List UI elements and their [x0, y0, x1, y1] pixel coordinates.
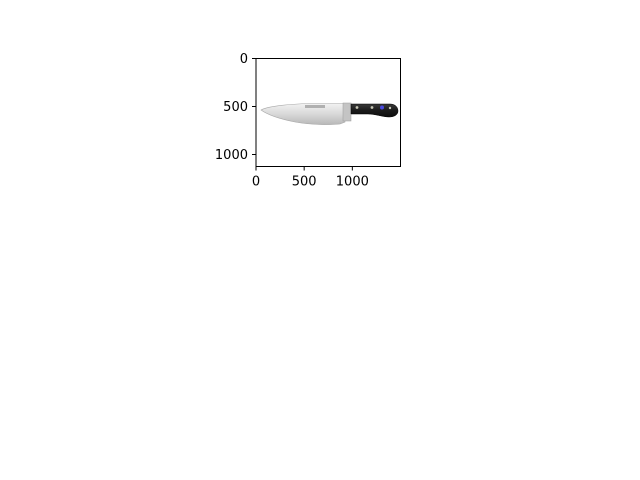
x-tick-label: 0 — [252, 175, 260, 190]
handle-rivet — [355, 106, 359, 109]
y-axis: 0 500 1000 — [215, 52, 256, 163]
x-axis: 0 500 1000 — [252, 166, 369, 190]
axes-frame — [255, 58, 401, 167]
y-tick-label: 0 — [240, 52, 248, 67]
handle-rivet — [388, 106, 392, 110]
x-tick-label: 500 — [292, 175, 317, 190]
y-tick-label: 500 — [223, 100, 248, 115]
knife-image — [260, 102, 399, 125]
knife-blade — [260, 103, 346, 125]
handle-logo — [380, 105, 384, 110]
axes: 0 500 1000 0 500 1000 — [215, 52, 401, 190]
handle-rivet — [370, 106, 374, 109]
x-tick-label: 1000 — [336, 175, 369, 190]
knife-handle — [350, 103, 399, 118]
blade-engraving — [305, 105, 325, 108]
y-tick-label: 1000 — [215, 148, 248, 163]
knife-bolster — [342, 102, 352, 122]
